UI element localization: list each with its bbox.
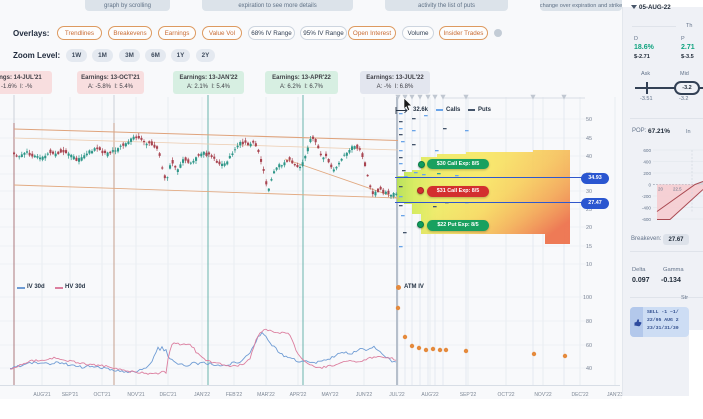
svg-text:30: 30 [586,189,592,195]
svg-text:100: 100 [583,295,592,301]
svg-text:JUL'22: JUL'22 [389,392,405,398]
svg-text:10: 10 [586,262,592,268]
svg-text:200: 200 [643,171,651,176]
svg-text:NOV'22: NOV'22 [534,392,552,398]
svg-text:-600: -600 [642,217,652,222]
svg-text:SEP'22: SEP'22 [460,392,477,398]
svg-text:SEP'21: SEP'21 [62,392,79,398]
svg-text:AUG'21: AUG'21 [33,392,51,398]
svg-text:600: 600 [643,148,651,153]
svg-text:20: 20 [658,187,663,192]
svg-text:AUG'22: AUG'22 [421,392,439,398]
svg-text:JAN'23: JAN'23 [607,392,622,398]
svg-text:45: 45 [586,136,592,142]
svg-text:JAN'22: JAN'22 [194,392,210,398]
svg-text:JUN'22: JUN'22 [356,392,372,398]
svg-text:20: 20 [586,225,592,231]
svg-text:-400: -400 [642,206,652,211]
svg-text:DEC'21: DEC'21 [159,392,176,398]
svg-text:40: 40 [586,154,592,160]
svg-text:FEB'22: FEB'22 [226,392,242,398]
svg-text:400: 400 [643,160,651,165]
svg-text:OCT'22: OCT'22 [497,392,514,398]
svg-text:25: 25 [586,207,592,213]
svg-text:60: 60 [586,343,592,349]
svg-text:0: 0 [648,183,651,188]
svg-text:15: 15 [586,244,592,250]
svg-text:22.5: 22.5 [673,187,682,192]
svg-text:MAY'22: MAY'22 [322,392,339,398]
svg-text:40: 40 [586,366,592,372]
svg-text:APR'22: APR'22 [290,392,307,398]
svg-text:50: 50 [586,117,592,123]
svg-text:OCT'21: OCT'21 [93,392,110,398]
svg-text:NOV'21: NOV'21 [127,392,145,398]
svg-text:80: 80 [586,319,592,325]
svg-text:MAR'22: MAR'22 [257,392,275,398]
svg-text:-200: -200 [642,194,652,199]
svg-text:DEC'22: DEC'22 [571,392,588,398]
